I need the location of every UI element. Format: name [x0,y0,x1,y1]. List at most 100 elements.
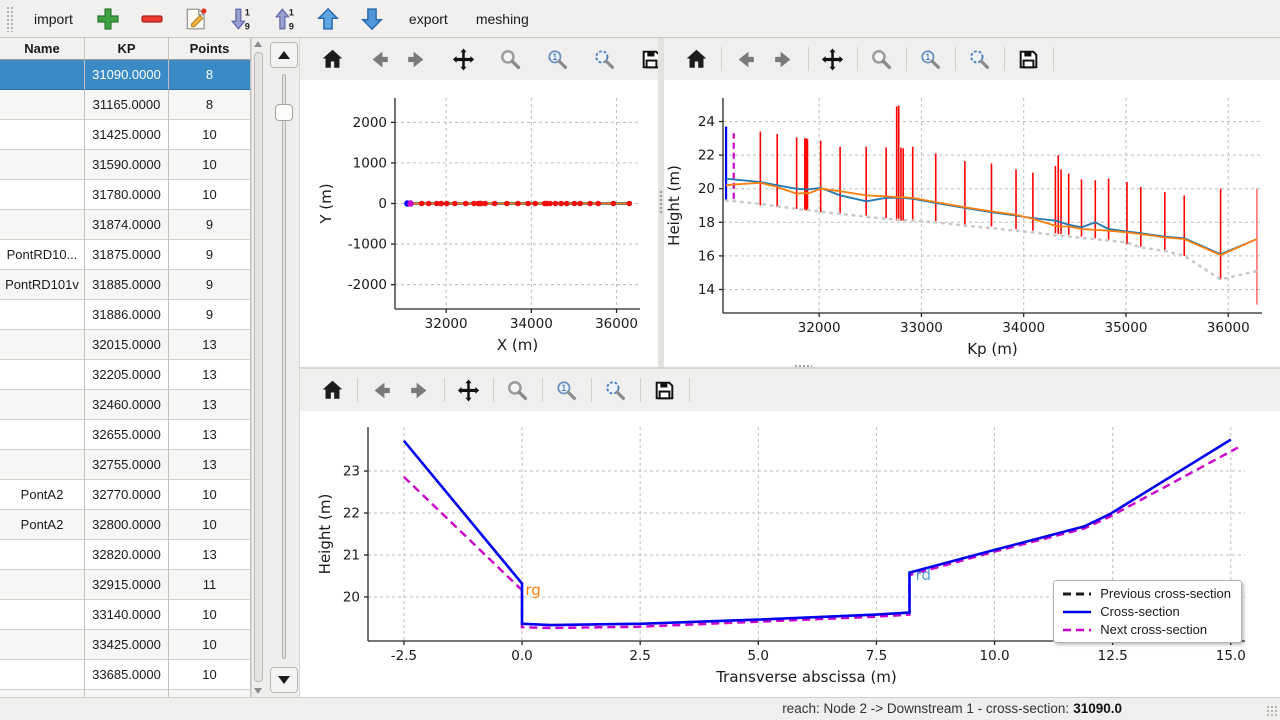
save-figure-button[interactable] [648,373,682,407]
svg-text:1: 1 [552,52,557,62]
up-triangle-icon [278,51,290,59]
cross-section-slider-track[interactable] [282,74,286,659]
table-row[interactable]: 32655.0000 13 [0,420,251,450]
column-header-name[interactable]: Name [0,38,85,60]
column-header-points[interactable]: Points [169,38,251,60]
table-scrollbar[interactable] [251,38,264,697]
next-cross-section-button[interactable] [270,667,298,693]
zoom-sync-button[interactable] [963,42,997,76]
zoom-rect-button[interactable] [501,373,535,407]
table-row[interactable]: PontA2 32800.0000 10 [0,510,251,540]
back-button[interactable] [363,42,396,76]
table-row[interactable]: 31090.0000 8 [0,60,251,90]
vertical-splitter[interactable] [658,38,664,367]
cell-kp: 32460.0000 [85,390,169,420]
table-row[interactable]: 32015.0000 13 [0,330,251,360]
back-button[interactable] [365,373,399,407]
table-row[interactable] [0,690,251,697]
home-button[interactable] [316,42,349,76]
move-up-button[interactable] [312,3,346,35]
svg-text:34000: 34000 [510,316,553,332]
add-cross-section-button[interactable] [92,3,126,35]
zoom-sync-button[interactable] [588,42,621,76]
zoom-one-button[interactable]: 1 [550,373,584,407]
import-button[interactable]: import [25,6,82,32]
table-row[interactable]: PontRD101v 31885.0000 9 [0,270,251,300]
cell-name [0,330,85,360]
zoom-one-button[interactable]: 1 [914,42,948,76]
table-row[interactable]: 31425.0000 10 [0,120,251,150]
cross-section-slider-thumb[interactable] [275,104,293,121]
move-down-button[interactable] [356,3,390,35]
window-resize-grip[interactable] [1266,705,1278,717]
back-icon [738,51,754,67]
legend-label: Next cross-section [1100,622,1208,637]
zoom-one-button[interactable]: 1 [541,42,574,76]
scrollbar-up-arrow-icon[interactable] [254,41,262,47]
table-row[interactable]: 33425.0000 10 [0,630,251,660]
cell-points: 10 [169,600,251,630]
table-row[interactable]: 31165.0000 8 [0,90,251,120]
forward-button[interactable] [403,373,437,407]
svg-text:18: 18 [698,215,715,231]
cell-name [0,600,85,630]
table-row[interactable]: 33685.0000 10 [0,660,251,690]
toolbar-separator [955,47,956,71]
column-header-kp[interactable]: KP [85,38,169,60]
scrollbar-down-arrow-icon[interactable] [254,688,262,694]
remove-cross-section-button[interactable] [136,3,170,35]
table-row[interactable]: 31874.0000 9 [0,210,251,240]
table-row[interactable]: 32755.0000 13 [0,450,251,480]
export-button[interactable]: export [400,6,457,32]
table-row[interactable]: 33140.0000 10 [0,600,251,630]
table-row[interactable]: PontRD10... 31875.0000 9 [0,240,251,270]
table-row[interactable]: 31780.0000 10 [0,180,251,210]
table-row[interactable]: 31886.0000 9 [0,300,251,330]
cross-section-plot[interactable]: -2.5 0.0 2.5 5.0 7.5 10.0 12.5 15.0 20 21 22 23 rg rd… [300,411,1280,696]
svg-text:32000: 32000 [425,316,468,332]
table-row[interactable]: 32915.0000 11 [0,570,251,600]
table-row[interactable]: 32820.0000 13 [0,540,251,570]
toolbar-grip[interactable] [6,5,13,32]
svg-text:21: 21 [343,547,360,563]
edit-cross-section-button[interactable] [180,3,214,35]
cell-points: 10 [169,150,251,180]
table-row[interactable]: 31590.0000 10 [0,150,251,180]
pan-button[interactable] [816,42,850,76]
previous-cross-section-button[interactable] [270,42,298,68]
back-button[interactable] [729,42,763,76]
longitudinal-profile-plot[interactable]: 32000 33000 34000 35000 36000 14 16 18 20 22 24 Kp … [664,80,1280,365]
table-row[interactable]: 32460.0000 13 [0,390,251,420]
legend-line-sample-icon [1063,592,1092,595]
forward-button[interactable] [400,42,433,76]
pan-button[interactable] [452,373,486,407]
cell-name [0,390,85,420]
zoom-sync-button[interactable] [599,373,633,407]
scrollbar-thumb[interactable] [254,52,263,682]
cell-points: 8 [169,60,251,90]
forward-button[interactable] [767,42,801,76]
cell-name [0,540,85,570]
zoom-rect-button[interactable] [865,42,899,76]
horizontal-splitter[interactable] [300,364,1280,371]
cross-section-table[interactable]: Name KP Points 31090.0000 8 31165.0000 8 314… [0,38,251,697]
save-figure-button[interactable] [1012,42,1046,76]
toolbar-separator [542,378,543,402]
pan-button[interactable] [447,42,480,76]
save-figure-button[interactable] [635,42,668,76]
home-button[interactable] [680,42,714,76]
cell-kp: 32755.0000 [85,450,169,480]
svg-text:-2000: -2000 [348,277,387,293]
home-button[interactable] [316,373,350,407]
table-row[interactable]: PontA2 32770.0000 10 [0,480,251,510]
plan-view-plot[interactable]: 32000 34000 36000 -2000 -1000 0 1000 2000 X (m) Y… [300,80,658,365]
svg-text:10.0: 10.0 [980,648,1010,664]
cell-name [0,60,85,90]
svg-text:22: 22 [698,148,715,164]
zoom-rect-button[interactable] [494,42,527,76]
table-row[interactable]: 32205.0000 13 [0,360,251,390]
meshing-button[interactable]: meshing [467,6,538,32]
home-icon [686,49,707,68]
